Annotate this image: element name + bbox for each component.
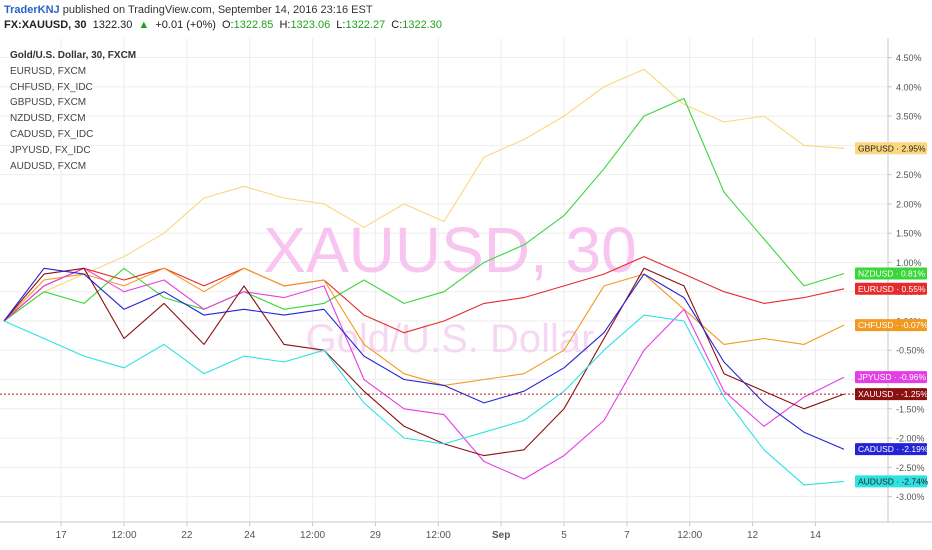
end-label-box-nzdusd (855, 267, 927, 280)
end-label-eurusd: EURUSD · 0.55% (858, 284, 926, 294)
end-label-box-eurusd (855, 282, 927, 295)
series-lines (3, 68, 845, 486)
end-label-box-chfusd (855, 319, 927, 332)
series-end-labels: GBPUSD · 2.95% NZDUSD · 0.81% EURUSD · 0.5… (855, 142, 929, 488)
y-tick-label: -3.00% (896, 492, 925, 502)
legend-item-audusd[interactable]: AUDUSD, FXCM (10, 160, 87, 172)
y-tick-label: 4.00% (896, 82, 922, 92)
chart-header: TraderKNJ published on TradingView.com, … (0, 0, 932, 36)
open-value: 1322.85 (233, 19, 274, 31)
y-tick-label: 3.50% (896, 112, 922, 122)
end-label-jpyusd: JPYUSD · -0.96% (858, 372, 926, 382)
close-label: C: (391, 19, 403, 31)
end-label-chfusd: CHFUSD · -0.07% (858, 320, 928, 330)
end-label-box-jpyusd (855, 371, 927, 384)
symbol-label: FX:XAUUSD, 30 (4, 19, 87, 31)
end-label-audusd: AUDUSD · -2.74% (858, 476, 929, 486)
end-label-box-cadusd (855, 443, 927, 456)
last-price: 1322.30 (92, 19, 133, 31)
y-tick-label: -2.50% (896, 463, 925, 473)
x-tick-label: Sep (492, 530, 510, 541)
series-line-chfusd (3, 267, 845, 386)
chart-legend: Gold/U.S. Dollar, 30, FXCM EURUSD, FXCM … (10, 48, 136, 174)
x-axis-ticks[interactable]: 17 12:00 22 24 12:00 29 12:00 Sep 5 7 12:00 12 14 (56, 522, 822, 541)
gridlines (0, 38, 888, 522)
end-label-box-gbpusd (855, 142, 927, 155)
x-tick-label: 22 (181, 530, 193, 541)
end-label-box-audusd (855, 475, 927, 488)
y-axis-panel[interactable] (888, 38, 932, 522)
end-label-gbpusd: GBPUSD · 2.95% (858, 143, 926, 153)
change-value: +0.01 (+0%) (155, 19, 216, 31)
legend-item-gbpusd[interactable]: GBPUSD, FXCM (10, 97, 87, 109)
publisher-name[interactable]: TraderKNJ (4, 4, 60, 16)
x-tick-label: 12:00 (677, 530, 702, 541)
publisher-line: TraderKNJ published on TradingView.com, … (4, 4, 373, 16)
published-text: published on TradingView.com, September … (62, 4, 373, 16)
series-line-cadusd (3, 267, 845, 450)
y-tick-label: 2.50% (896, 170, 922, 180)
legend-item-chfusd[interactable]: CHFUSD, FX_IDC (10, 81, 93, 93)
watermark-symbol: XAUUSD, 30 (263, 214, 636, 286)
y-tick-label: 4.50% (896, 53, 922, 63)
x-tick-label: 14 (810, 530, 822, 541)
x-tick-label: 12 (747, 530, 759, 541)
y-tick-label: 2.00% (896, 199, 922, 209)
high-value: 1323.06 (290, 19, 331, 31)
y-tick-label: 1.00% (896, 258, 922, 268)
y-tick-label: -2.00% (896, 434, 925, 444)
x-tick-label: 29 (370, 530, 382, 541)
high-label: H: (279, 19, 291, 31)
y-tick-label: 1.50% (896, 229, 922, 239)
y-tick-label: -0.50% (896, 346, 925, 356)
close-value: 1322.30 (402, 19, 443, 31)
open-label: O: (221, 19, 234, 31)
change-up-icon: ▲ (138, 19, 150, 31)
legend-item-eurusd[interactable]: EURUSD, FXCM (10, 65, 87, 77)
series-line-nzdusd (3, 97, 845, 322)
ohlc-line: FX:XAUUSD, 30 1322.30 ▲ +0.01 (+0%) O:13… (4, 19, 445, 31)
plot-background (0, 38, 888, 522)
watermark-description: Gold/U.S. Dollar (306, 317, 595, 361)
x-tick-label: 12:00 (426, 530, 451, 541)
end-label-cadusd: CADUSD · -2.19% (858, 444, 929, 454)
legend-item-jpyusd[interactable]: JPYUSD, FX_IDC (10, 144, 91, 156)
x-tick-label: 7 (624, 530, 630, 541)
series-line-audusd (3, 314, 845, 486)
legend-item-cadusd[interactable]: CADUSD, FX_IDC (10, 128, 94, 140)
series-line-jpyusd (3, 267, 845, 480)
end-label-nzdusd: NZDUSD · 0.81% (858, 269, 926, 279)
legend-main-title[interactable]: Gold/U.S. Dollar, 30, FXCM (10, 50, 137, 61)
x-tick-label: 5 (561, 530, 567, 541)
x-tick-label: 12:00 (111, 530, 136, 541)
y-tick-label: -1.50% (896, 404, 925, 414)
series-line-eurusd (3, 256, 845, 334)
end-label-xauusd: XAUUSD · -1.25% (858, 389, 928, 399)
end-label-box-xauusd (855, 388, 927, 401)
x-tick-label: 12:00 (300, 530, 325, 541)
x-tick-label: 17 (56, 530, 68, 541)
low-value: 1322.27 (345, 19, 386, 31)
x-tick-label: 24 (244, 530, 256, 541)
series-line-gbpusd (3, 68, 845, 322)
low-label: L: (336, 19, 346, 31)
legend-item-nzdusd[interactable]: NZDUSD, FXCM (10, 113, 86, 125)
